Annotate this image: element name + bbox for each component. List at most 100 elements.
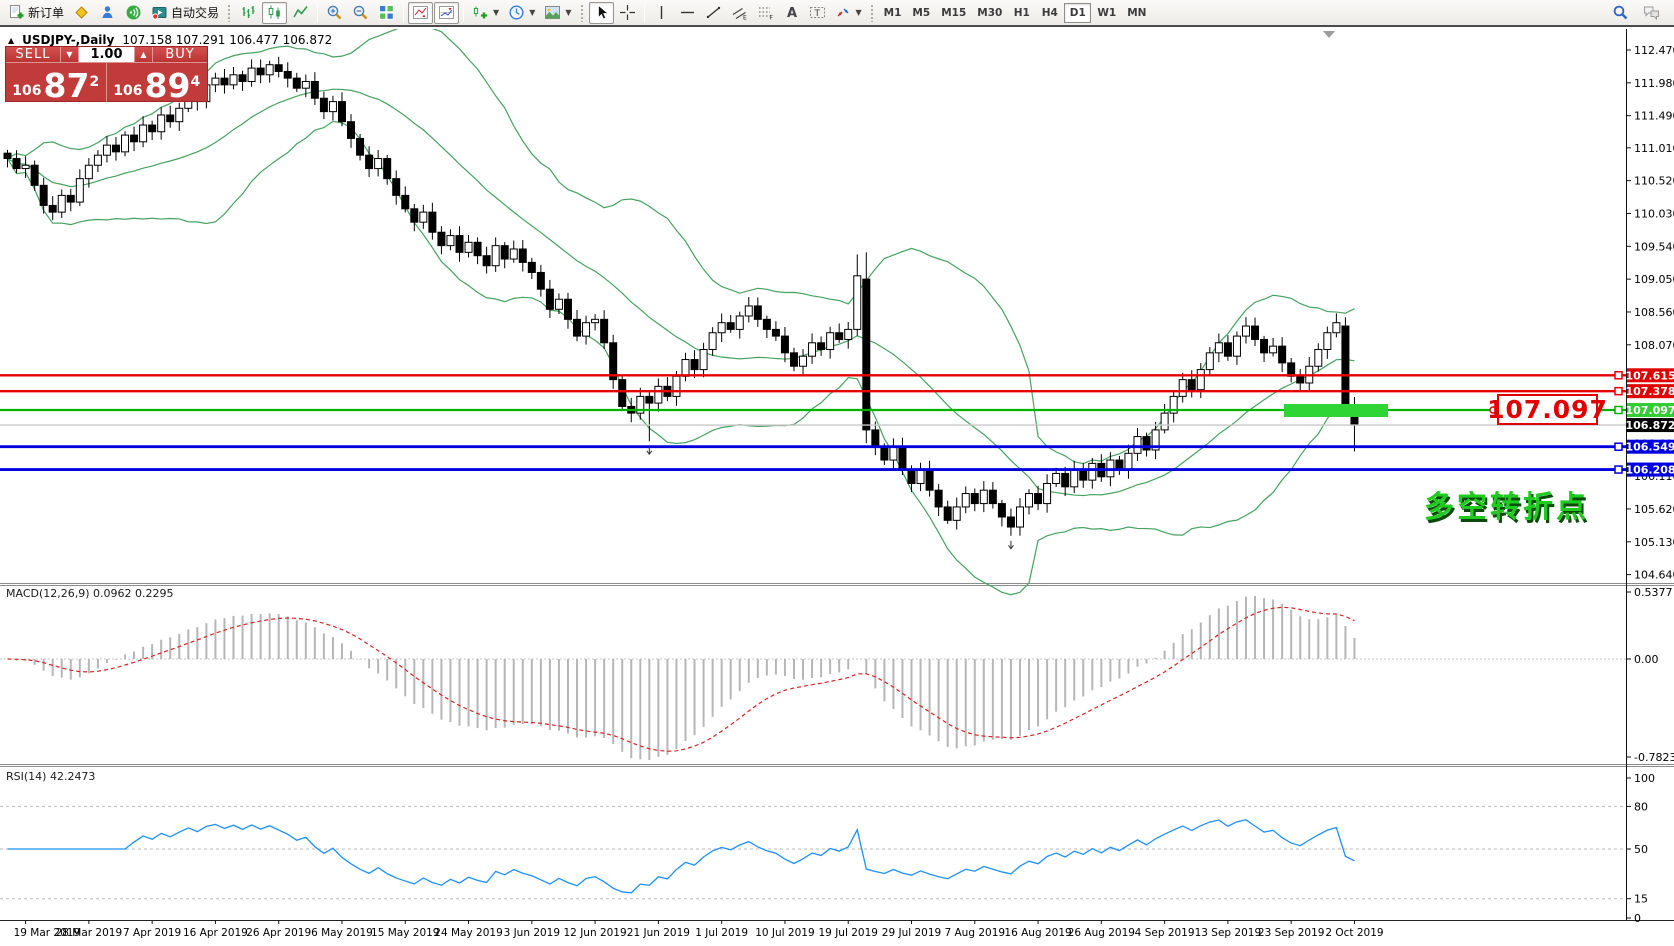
candlestick-button[interactable] (262, 1, 288, 24)
chart-canvas[interactable]: 112.470 111.980 111.490 111.010 110.520 110.0… (0, 29, 1674, 946)
crosshair-button[interactable] (615, 2, 640, 24)
new-order-label: 新订单 (28, 6, 65, 20)
trendline-button[interactable] (701, 2, 726, 24)
autotrading-label: 自动交易 (171, 6, 220, 20)
level-line-106.208[interactable] (0, 465, 1626, 474)
buy-button[interactable]: BUY (153, 47, 207, 62)
timeframe-button-h4[interactable]: H4 (1041, 6, 1058, 19)
fibonacci-icon: F (758, 7, 773, 21)
price-level-callout[interactable]: 107.097 (1487, 393, 1608, 425)
price-tick-label: 112.470 (1634, 44, 1674, 57)
price-tick-label: 104.640 (1634, 569, 1674, 582)
price-tick-label: 111.010 (1634, 142, 1674, 155)
buy-price-prefix: 106 (113, 83, 143, 99)
autotrading-icon (152, 7, 167, 20)
macd-histogram (15, 595, 1356, 760)
ohlc-values: 107.158 107.291 106.477 106.872 (122, 33, 333, 47)
arrow-marks[interactable] (646, 446, 1014, 550)
equidistant-channel-button[interactable]: E (727, 2, 752, 24)
indicator-window-button[interactable] (408, 1, 434, 24)
indicator-window-alt-button[interactable] (434, 1, 460, 24)
sell-price-tile[interactable]: 106 87 2 (6, 63, 107, 103)
volume-increase-button[interactable]: ▲ (134, 47, 153, 62)
timeframe-button-m15[interactable]: M15 (941, 6, 967, 19)
line-chart-button[interactable] (288, 2, 313, 24)
buy-price-pip: 4 (190, 74, 201, 90)
crosshair-icon (619, 5, 635, 20)
symbol-header: ▲ USDJPY-,Daily 107.158 107.291 106.477 … (8, 33, 332, 47)
zoom-out-button[interactable] (348, 2, 373, 24)
volume-decrease-button[interactable]: ▼ (60, 47, 79, 62)
svg-text:106.872: 106.872 (1625, 419, 1674, 432)
sell-price-pip: 2 (89, 74, 100, 90)
sell-price-prefix: 106 (12, 83, 42, 99)
level-line-106.549[interactable] (0, 442, 1626, 451)
timeframe-button-m5[interactable]: M5 (912, 6, 931, 19)
toolbar-separator (403, 3, 405, 22)
collapse-triangle-icon[interactable]: ▲ (8, 35, 15, 45)
chat-button[interactable] (1639, 2, 1664, 24)
zoom-out-icon (353, 5, 368, 20)
cursor-button[interactable] (588, 1, 614, 24)
fibonacci-button[interactable]: F (753, 2, 778, 24)
price-tick-label: 109.540 (1634, 240, 1674, 253)
new-chart-button[interactable]: ▼ (468, 2, 503, 24)
search-button[interactable] (1608, 2, 1633, 24)
dropdown-arrow-icon: ▼ (529, 8, 536, 17)
market-button[interactable] (95, 2, 120, 24)
arrows-button[interactable]: ▼ (831, 2, 866, 24)
sell-button[interactable]: SELL (6, 47, 60, 62)
timeframe-button-mn[interactable]: MN (1127, 6, 1147, 19)
tile-windows-button[interactable] (374, 2, 399, 24)
date-tick-label: 13 Sep 2019 (1195, 927, 1262, 939)
svg-text:106.208: 106.208 (1625, 464, 1674, 477)
turning-point-annotation[interactable]: 多空转折点 (1424, 490, 1589, 525)
text-label-button[interactable]: T (805, 2, 830, 24)
price-axis[interactable]: 112.470 111.980 111.490 111.010 110.520 110.0… (1626, 44, 1674, 582)
toolbar-grip-handle[interactable] (227, 3, 233, 22)
arrows-icon (837, 8, 848, 17)
line-chart-icon (293, 6, 308, 18)
rsi-tick-label: 100 (1634, 772, 1655, 785)
bar-chart-button[interactable] (236, 2, 261, 24)
templates-button[interactable]: ▼ (540, 2, 575, 24)
vertical-line-button[interactable] (649, 2, 674, 24)
signals-button[interactable] (121, 2, 146, 24)
date-tick-label: 28 Mar 2019 (56, 927, 123, 939)
toolbar-grip-handle[interactable] (579, 3, 585, 22)
horizontal-line-button[interactable] (675, 2, 700, 24)
autotrading-button[interactable]: 自动交易 (147, 2, 223, 24)
callout-anchor[interactable] (1489, 406, 1497, 414)
profiles-button[interactable]: ▼ (504, 2, 539, 24)
timeframe-button-m30[interactable]: M30 (977, 6, 1003, 19)
templates-icon (545, 6, 561, 19)
level-line-107.378[interactable] (0, 386, 1626, 396)
metaeditor-button[interactable] (69, 2, 94, 24)
timeframe-button-w1[interactable]: W1 (1097, 6, 1117, 19)
axis-price-box-107.097: 107.097 (1625, 402, 1674, 417)
profiles-icon (509, 5, 524, 20)
zoom-in-button[interactable] (322, 2, 347, 24)
date-tick-label: 7 Aug 2019 (944, 927, 1005, 939)
timeframe-button-d1[interactable]: D1 (1064, 2, 1092, 23)
buy-price-tile[interactable]: 106 89 4 (107, 63, 208, 103)
toolbar-separator (463, 3, 465, 22)
timeframe-button-h1[interactable]: H1 (1013, 6, 1030, 19)
main-toolbar: 新订单 自动交易 ▼ ▼ ▼ E F A T ▼ M1 M5 M15 M30 H1 H4 D1 W1 MN (0, 0, 1674, 27)
text-button[interactable]: A (779, 2, 804, 24)
level-line-107.615[interactable] (0, 371, 1626, 380)
rsi-tick-label: 15 (1634, 893, 1648, 906)
new-order-button[interactable]: 新订单 (4, 2, 68, 24)
toolbar-separator (643, 3, 645, 22)
chart-area[interactable]: 112.470 111.980 111.490 111.010 110.520 110.0… (0, 29, 1674, 946)
bar-chart-icon (242, 6, 255, 18)
chart-shift-marker-icon[interactable] (1323, 31, 1335, 38)
green-highlight-zone[interactable] (1284, 403, 1388, 417)
buy-price-big: 89 (144, 66, 191, 105)
toolbar-grip-handle[interactable] (869, 3, 875, 22)
timeframe-button-m1[interactable]: M1 (883, 6, 902, 19)
volume-value[interactable]: 1.00 (79, 47, 134, 62)
price-tick-label: 105.130 (1634, 536, 1674, 549)
chat-icon (1644, 6, 1659, 21)
